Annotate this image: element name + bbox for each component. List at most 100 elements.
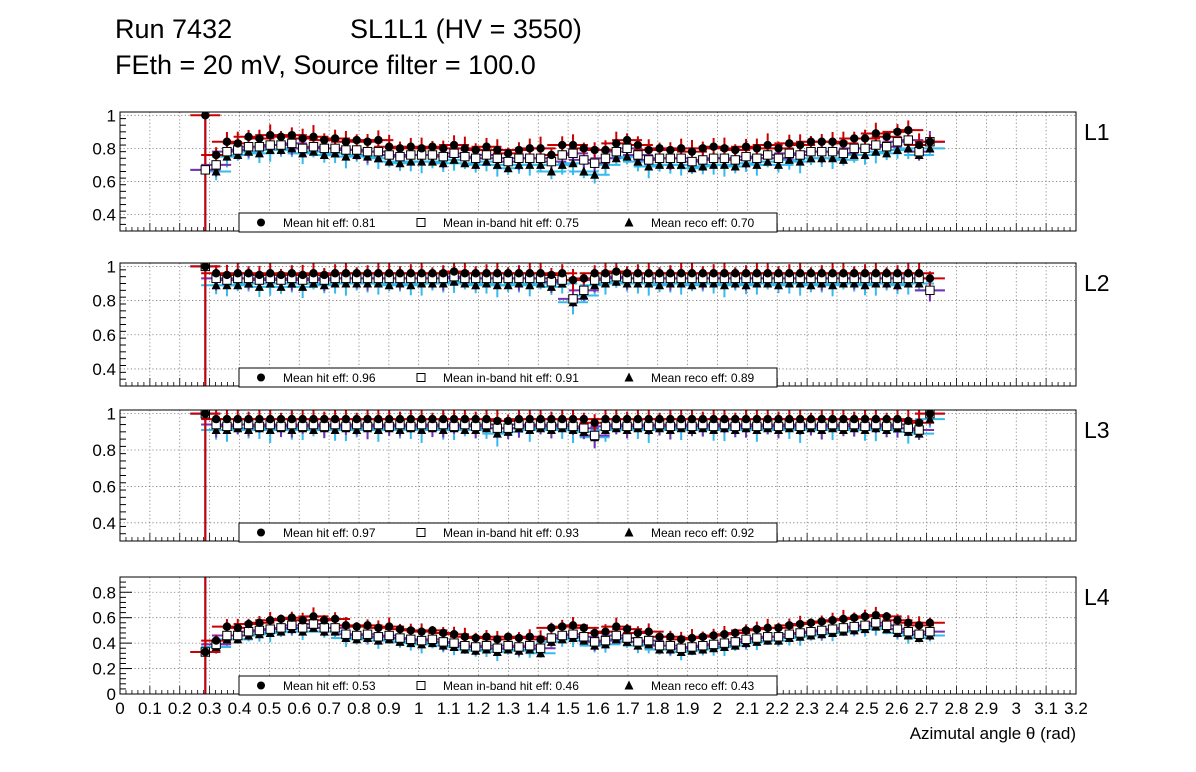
- point-inband: [892, 624, 903, 634]
- point-hit: [590, 418, 599, 427]
- point-hit: [276, 414, 286, 424]
- point-hit: [817, 137, 826, 146]
- point-inband: [600, 421, 611, 432]
- point-inband: [838, 623, 849, 633]
- x-tick-label: 2.5: [855, 699, 879, 718]
- point-reco: [892, 280, 902, 290]
- point-reco: [341, 151, 351, 161]
- point-hit: [633, 269, 643, 278]
- point-hit: [276, 270, 286, 280]
- x-tick-label: 1.8: [646, 699, 670, 718]
- point-inband: [319, 421, 329, 432]
- series-layer: [190, 112, 945, 231]
- point-reco: [503, 280, 513, 290]
- point-inband: [297, 143, 308, 154]
- point-inband: [730, 421, 740, 432]
- point-inband: [925, 285, 935, 296]
- point-hit: [363, 269, 372, 278]
- point-hit: [233, 414, 242, 424]
- point-hit: [709, 631, 718, 640]
- point-inband: [427, 150, 438, 160]
- legend-label-reco: Mean reco eff: 0.92: [651, 526, 755, 540]
- point-reco: [254, 148, 264, 158]
- point-reco: [676, 159, 686, 169]
- point-hit: [763, 623, 772, 633]
- point-inband: [525, 640, 535, 651]
- point-inband: [514, 153, 524, 163]
- point-hit: [428, 414, 437, 424]
- chart-subtitle: FEth = 20 mV, Source filter = 100.0: [115, 50, 536, 80]
- point-inband: [730, 637, 740, 647]
- point-inband: [741, 151, 751, 162]
- point-hit: [752, 624, 762, 634]
- point-hit: [914, 621, 924, 630]
- point-reco: [655, 280, 665, 290]
- point-reco: [579, 166, 589, 176]
- point-inband: [308, 619, 319, 629]
- point-inband: [708, 153, 719, 163]
- x-tick-label: 2.3: [795, 699, 819, 718]
- point-hit: [471, 269, 480, 278]
- point-hit: [860, 134, 870, 143]
- point-inband: [784, 148, 795, 159]
- point-reco: [806, 153, 816, 163]
- point-inband: [795, 421, 805, 432]
- point-hit: [363, 621, 372, 630]
- legend-box: [238, 367, 778, 388]
- point-hit: [622, 269, 632, 278]
- point-hit: [374, 414, 383, 424]
- point-hit: [352, 135, 361, 145]
- point-reco: [438, 158, 448, 168]
- point-inband: [449, 638, 459, 648]
- point-reco: [698, 161, 708, 171]
- legend-marker-inband: [416, 373, 426, 382]
- point-hit: [839, 139, 848, 148]
- point-hit: [590, 269, 599, 278]
- point-inband: [492, 643, 503, 653]
- point-hit: [406, 269, 416, 278]
- point-hit: [904, 618, 913, 627]
- point-inband: [373, 146, 384, 157]
- point-hit: [233, 623, 242, 633]
- point-hit: [384, 142, 394, 151]
- point-hit: [503, 269, 513, 278]
- point-inband: [233, 630, 243, 641]
- point-reco: [709, 159, 719, 169]
- point-hit: [384, 622, 394, 631]
- point-inband: [881, 421, 892, 432]
- point-hit: [622, 135, 632, 145]
- point-hit: [255, 414, 264, 424]
- point-inband: [352, 145, 362, 155]
- point-hit: [806, 137, 816, 146]
- point-inband: [806, 146, 816, 157]
- point-hit: [644, 145, 653, 155]
- point-hit: [601, 269, 610, 278]
- point-hit: [525, 269, 534, 278]
- point-hit: [839, 414, 848, 424]
- point-hit: [320, 616, 329, 625]
- point-hit: [449, 630, 459, 639]
- point-hit: [298, 616, 307, 625]
- x-tick-label: 2.1: [736, 699, 760, 718]
- x-tick-label: 2.2: [765, 699, 789, 718]
- point-inband: [795, 628, 805, 638]
- point-reco: [233, 280, 243, 290]
- point-reco: [373, 153, 383, 163]
- point-inband: [276, 623, 286, 633]
- point-inband: [698, 640, 708, 651]
- point-hit: [590, 145, 599, 155]
- panel-L4: 0 0.2 0.4 0.6 0.8 Mean hit eff: 0.53 Mean in-b…: [92, 576, 1110, 743]
- point-hit: [698, 269, 708, 278]
- point-hit: [709, 142, 718, 151]
- point-inband: [243, 626, 254, 637]
- legend-label-hit: Mean hit eff: 0.81: [283, 216, 376, 230]
- point-reco: [308, 425, 318, 435]
- point-inband: [535, 153, 546, 163]
- point-hit: [871, 129, 881, 138]
- point-hit: [676, 414, 686, 424]
- point-hit: [666, 632, 675, 641]
- point-reco: [871, 146, 881, 156]
- point-reco: [525, 280, 535, 290]
- point-hit: [622, 414, 632, 424]
- point-inband: [319, 143, 329, 154]
